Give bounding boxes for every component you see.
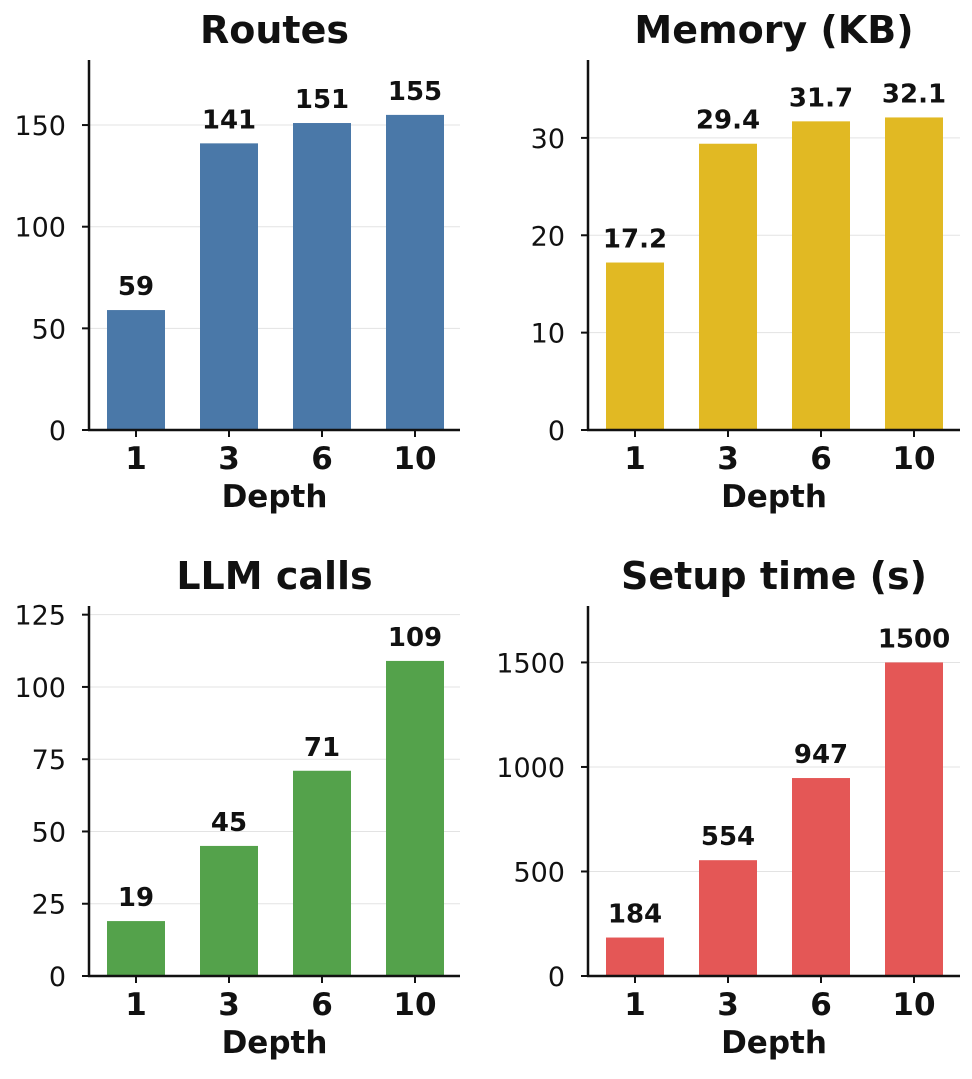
bar bbox=[606, 262, 664, 430]
x-tick-label: 3 bbox=[717, 441, 739, 477]
x-tick-label: 10 bbox=[892, 987, 935, 1023]
chart-panel-2: 0 10 20 30 1 3 6 10 17.2 29.4 31.7 32.1 Memory (KB) D… bbox=[531, 8, 960, 515]
y-tick-label: 0 bbox=[548, 416, 565, 447]
bar bbox=[293, 123, 351, 431]
data-label: 29.4 bbox=[696, 106, 760, 136]
x-tick-label: 3 bbox=[218, 441, 240, 477]
x-tick-label: 3 bbox=[717, 987, 739, 1023]
data-label: 947 bbox=[794, 740, 848, 770]
data-label: 71 bbox=[304, 733, 340, 763]
x-tick-label: 6 bbox=[311, 441, 333, 477]
x-tick-label: 6 bbox=[810, 441, 832, 477]
y-tick-label: 1500 bbox=[496, 648, 565, 679]
data-label: 45 bbox=[211, 808, 247, 838]
bar bbox=[386, 660, 444, 976]
y-tick-label: 0 bbox=[49, 416, 66, 447]
y-tick-label: 0 bbox=[548, 962, 565, 993]
bar bbox=[885, 662, 943, 976]
data-label: 31.7 bbox=[789, 83, 853, 113]
data-label: 109 bbox=[388, 623, 442, 653]
y-tick-label: 500 bbox=[513, 857, 565, 888]
data-label: 151 bbox=[295, 85, 349, 115]
x-tick-label: 1 bbox=[624, 987, 646, 1023]
chart-panel-4: 0 500 1000 1500 1 3 6 10 184 554 947 1500 Setup time… bbox=[496, 554, 960, 1061]
y-tick-label: 0 bbox=[49, 962, 66, 993]
x-tick-label: 6 bbox=[311, 987, 333, 1023]
data-label: 17.2 bbox=[603, 225, 667, 255]
data-label: 554 bbox=[701, 822, 755, 852]
x-axis-label: Depth bbox=[721, 1025, 827, 1061]
x-tick-label: 1 bbox=[125, 987, 147, 1023]
bar bbox=[293, 770, 351, 976]
bar bbox=[200, 143, 258, 430]
bar bbox=[699, 143, 757, 430]
bar bbox=[885, 117, 943, 431]
y-tick-label: 150 bbox=[14, 111, 66, 142]
x-tick-label: 1 bbox=[624, 441, 646, 477]
y-tick-label: 30 bbox=[531, 124, 565, 155]
y-tick-label: 100 bbox=[14, 213, 66, 244]
data-label: 1500 bbox=[878, 624, 950, 654]
y-tick-label: 10 bbox=[531, 319, 565, 350]
chart-title: Routes bbox=[200, 8, 349, 52]
chart-title: LLM calls bbox=[176, 554, 372, 598]
chart-panel-3: 0 25 50 75 100 125 1 3 6 10 19 45 71 109 LLM calls Dept… bbox=[14, 554, 460, 1061]
chart-title: Setup time (s) bbox=[621, 554, 927, 598]
x-tick-label: 10 bbox=[393, 441, 436, 477]
data-label: 19 bbox=[118, 883, 154, 913]
bar bbox=[386, 114, 444, 430]
bar bbox=[200, 845, 258, 976]
bar bbox=[107, 921, 165, 976]
y-tick-label: 25 bbox=[32, 890, 66, 921]
data-label: 184 bbox=[608, 900, 662, 930]
x-tick-label: 3 bbox=[218, 987, 240, 1023]
chart-panel-1: 0 50 100 150 1 3 6 10 59 141 151 155 Routes Depth bbox=[14, 8, 460, 515]
bar bbox=[107, 310, 165, 430]
y-tick-label: 125 bbox=[14, 601, 66, 632]
x-tick-label: 6 bbox=[810, 987, 832, 1023]
y-tick-label: 100 bbox=[14, 673, 66, 704]
chart-title: Memory (KB) bbox=[634, 8, 913, 52]
data-label: 155 bbox=[388, 77, 442, 107]
data-label: 32.1 bbox=[882, 79, 946, 109]
x-tick-label: 10 bbox=[393, 987, 436, 1023]
bar bbox=[606, 937, 664, 976]
y-tick-label: 1000 bbox=[496, 753, 565, 784]
data-label: 141 bbox=[202, 105, 256, 135]
bar bbox=[792, 778, 850, 976]
x-axis-label: Depth bbox=[222, 1025, 328, 1061]
x-axis-label: Depth bbox=[222, 479, 328, 515]
x-axis-label: Depth bbox=[721, 479, 827, 515]
bar bbox=[699, 860, 757, 976]
x-tick-label: 10 bbox=[892, 441, 935, 477]
data-label: 59 bbox=[118, 272, 154, 302]
y-tick-label: 20 bbox=[531, 221, 565, 252]
bar bbox=[792, 121, 850, 430]
y-tick-label: 75 bbox=[32, 745, 66, 776]
y-tick-label: 50 bbox=[32, 817, 66, 848]
y-tick-label: 50 bbox=[32, 314, 66, 345]
x-tick-label: 1 bbox=[125, 441, 147, 477]
